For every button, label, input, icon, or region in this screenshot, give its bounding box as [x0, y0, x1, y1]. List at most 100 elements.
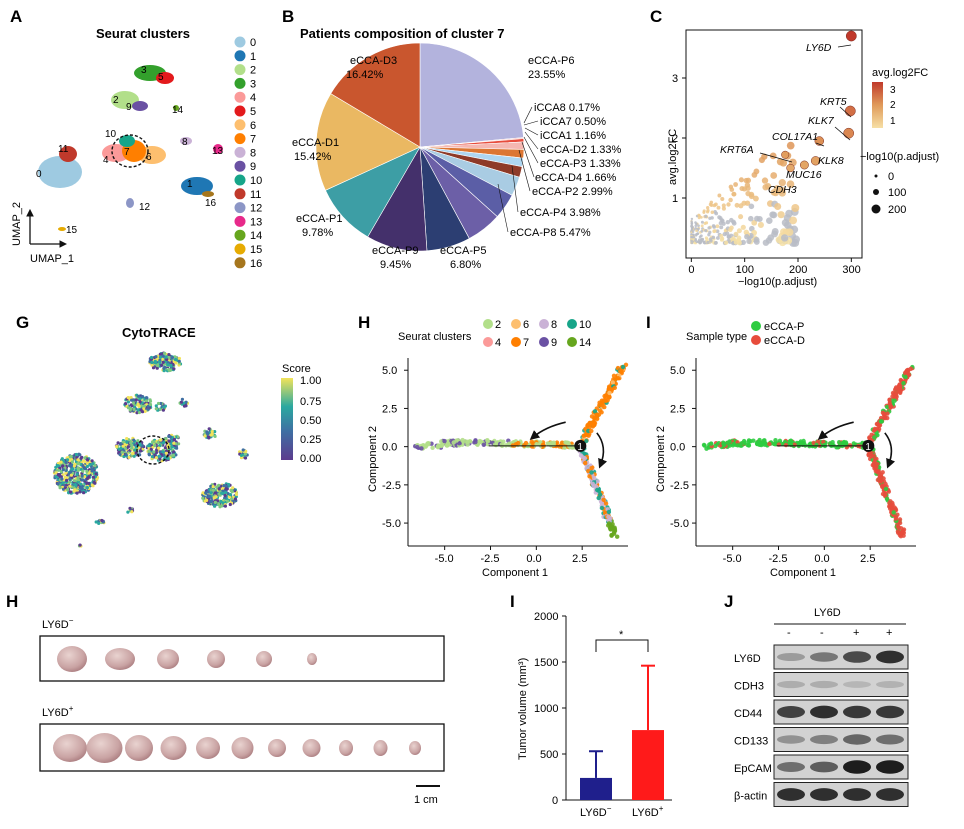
g-cell — [182, 404, 187, 408]
wb-lane-3: + — [886, 627, 892, 639]
umap-cluster-label-14: 14 — [172, 105, 184, 116]
wb-band-2-3 — [876, 705, 904, 719]
g-cell — [75, 472, 79, 477]
wb-row-label-3: CD133 — [734, 736, 768, 748]
c-gene-point-KRT5 — [844, 105, 856, 117]
c-point — [740, 224, 746, 230]
c-size-dot-200 — [871, 204, 881, 214]
pie-leader-7 — [511, 165, 519, 213]
g-cell — [130, 510, 134, 514]
wb-band-0-2 — [843, 651, 871, 663]
g-cell — [239, 453, 244, 457]
bar-category-0: LY6D− — [580, 804, 612, 819]
pie-slice-eCCA-D1 — [315, 93, 421, 191]
c-point — [748, 203, 755, 210]
g-cell — [160, 363, 164, 367]
panelH-cell — [587, 474, 592, 479]
g-cell — [154, 355, 158, 359]
g-cell — [63, 475, 67, 479]
c-point — [713, 210, 717, 214]
c-point — [704, 229, 708, 233]
g-cell — [128, 506, 132, 510]
g-cell — [88, 463, 92, 467]
panelH-cell — [612, 525, 617, 530]
g-cell — [135, 411, 139, 415]
panel-i2-bars: 0 500 1000 1500 2000 Tumor volume (mm³) LY6D− L… — [517, 611, 672, 819]
c-xtick-label-200: 200 — [789, 264, 807, 276]
panelH-cell — [540, 442, 545, 448]
c-point — [743, 177, 749, 184]
tumor-9 — [339, 740, 353, 756]
c-point — [700, 220, 704, 224]
g-cell — [167, 353, 171, 357]
c-point — [715, 224, 720, 229]
umap-cluster-label-1: 1 — [187, 179, 193, 190]
g-cell — [224, 490, 228, 495]
pie-leader-5 — [521, 141, 535, 178]
g-cell — [210, 430, 214, 434]
g-cell — [150, 440, 155, 444]
panelH-cell — [608, 522, 613, 527]
g-cell — [64, 460, 68, 464]
g-cell — [90, 483, 94, 487]
panelI-cell — [713, 443, 718, 449]
g-cell — [131, 451, 135, 455]
umap-cluster-label-10: 10 — [105, 129, 117, 140]
g-cell — [70, 460, 74, 464]
umap-cluster-8 — [180, 137, 192, 145]
panelH-cell — [607, 384, 612, 389]
panelH-cell — [615, 534, 620, 539]
g-umap — [52, 351, 249, 548]
g-cell — [215, 485, 219, 489]
c-point — [786, 180, 795, 189]
g-cell — [220, 491, 224, 495]
g-cell — [201, 496, 205, 500]
g-cell — [76, 458, 80, 462]
g-cell — [124, 453, 128, 457]
c-gene-leader-KLK7 — [834, 126, 851, 141]
g-cell — [206, 490, 210, 494]
panelI-ytick-label: -5.0 — [670, 518, 689, 530]
c-point — [695, 222, 698, 226]
g-cell — [147, 449, 151, 453]
g-cell — [173, 357, 178, 362]
c-gene-leader-COL17A1 — [815, 142, 825, 147]
g-cell — [223, 493, 227, 498]
c-point — [690, 221, 694, 225]
c-point — [780, 228, 788, 236]
g-cell — [161, 408, 165, 412]
panelI-ytick-label: 2.5 — [670, 403, 685, 415]
g-cell — [243, 452, 247, 456]
g-cell — [139, 449, 143, 453]
c-ylabel: avg.log2FC — [667, 129, 679, 185]
tumor-2 — [105, 648, 135, 670]
g-cell — [230, 490, 234, 494]
pie-label-eCCA-P8: eCCA-P8 5.47% — [510, 227, 591, 239]
pie-slice-eCCA-D3 — [330, 42, 421, 148]
g-cell — [136, 408, 140, 412]
wb-band-4-2 — [843, 760, 871, 774]
c-point — [728, 197, 733, 203]
pie-label-eCCA-D3-pct: 16.42% — [346, 69, 384, 81]
g-cell — [148, 402, 153, 407]
g-cell — [87, 475, 91, 479]
wb-band-2-2 — [843, 705, 871, 719]
wb-band-0-3 — [876, 650, 904, 664]
panelH-cell — [606, 514, 611, 519]
c-point — [723, 240, 729, 245]
g-cell — [78, 453, 82, 457]
g-cell — [61, 481, 65, 485]
c-point — [778, 186, 786, 195]
legend-swatch-11 — [234, 188, 246, 200]
c-point — [738, 214, 744, 220]
g-cell — [158, 355, 162, 359]
panelH-xtick-label: 2.5 — [572, 553, 587, 565]
panelI-cell — [867, 436, 872, 441]
c-point — [725, 220, 730, 225]
panel-a-title: Seurat clusters — [96, 26, 190, 41]
pie-label-eCCA-P9-pct: 9.45% — [380, 259, 411, 271]
tumor-6 — [231, 737, 254, 759]
g-cell — [130, 404, 134, 408]
c-point — [741, 200, 747, 206]
